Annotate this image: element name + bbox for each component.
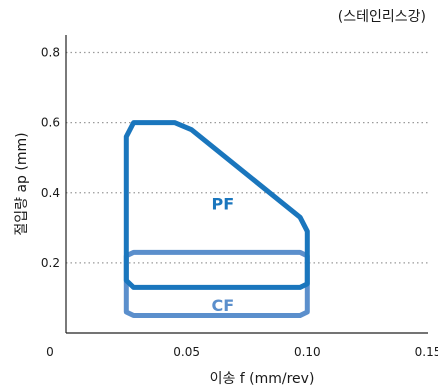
- x-tick-label: 0.10: [294, 345, 321, 359]
- axes: [65, 35, 428, 334]
- grid: [66, 51, 428, 264]
- region-pf-outline: [123, 120, 310, 290]
- chart-note: (스테인리스강): [337, 9, 426, 25]
- y-ticks: 0.2 0.4 0.6 0.8: [41, 46, 60, 270]
- x-axis-label: 이송 f (mm/rev): [210, 371, 315, 387]
- y-tick-label: 0.2: [41, 256, 60, 270]
- y-axis-label: 절입량 ap (mm): [14, 132, 30, 235]
- y-tick-label: 0.4: [41, 186, 60, 200]
- x-tick-label: 0.15: [415, 345, 438, 359]
- x-ticks: 0 0.05 0.10 0.15: [46, 345, 438, 359]
- y-tick-label: 0.6: [41, 116, 60, 130]
- region-cf-outline: [123, 249, 310, 318]
- y-tick-label: 0.8: [41, 46, 60, 60]
- x-tick-label: 0: [46, 345, 54, 359]
- region-cf-label: CF: [212, 296, 235, 315]
- x-tick-label: 0.05: [173, 345, 200, 359]
- region-pf-label: PF: [212, 194, 235, 213]
- regions: PF CF: [123, 120, 310, 318]
